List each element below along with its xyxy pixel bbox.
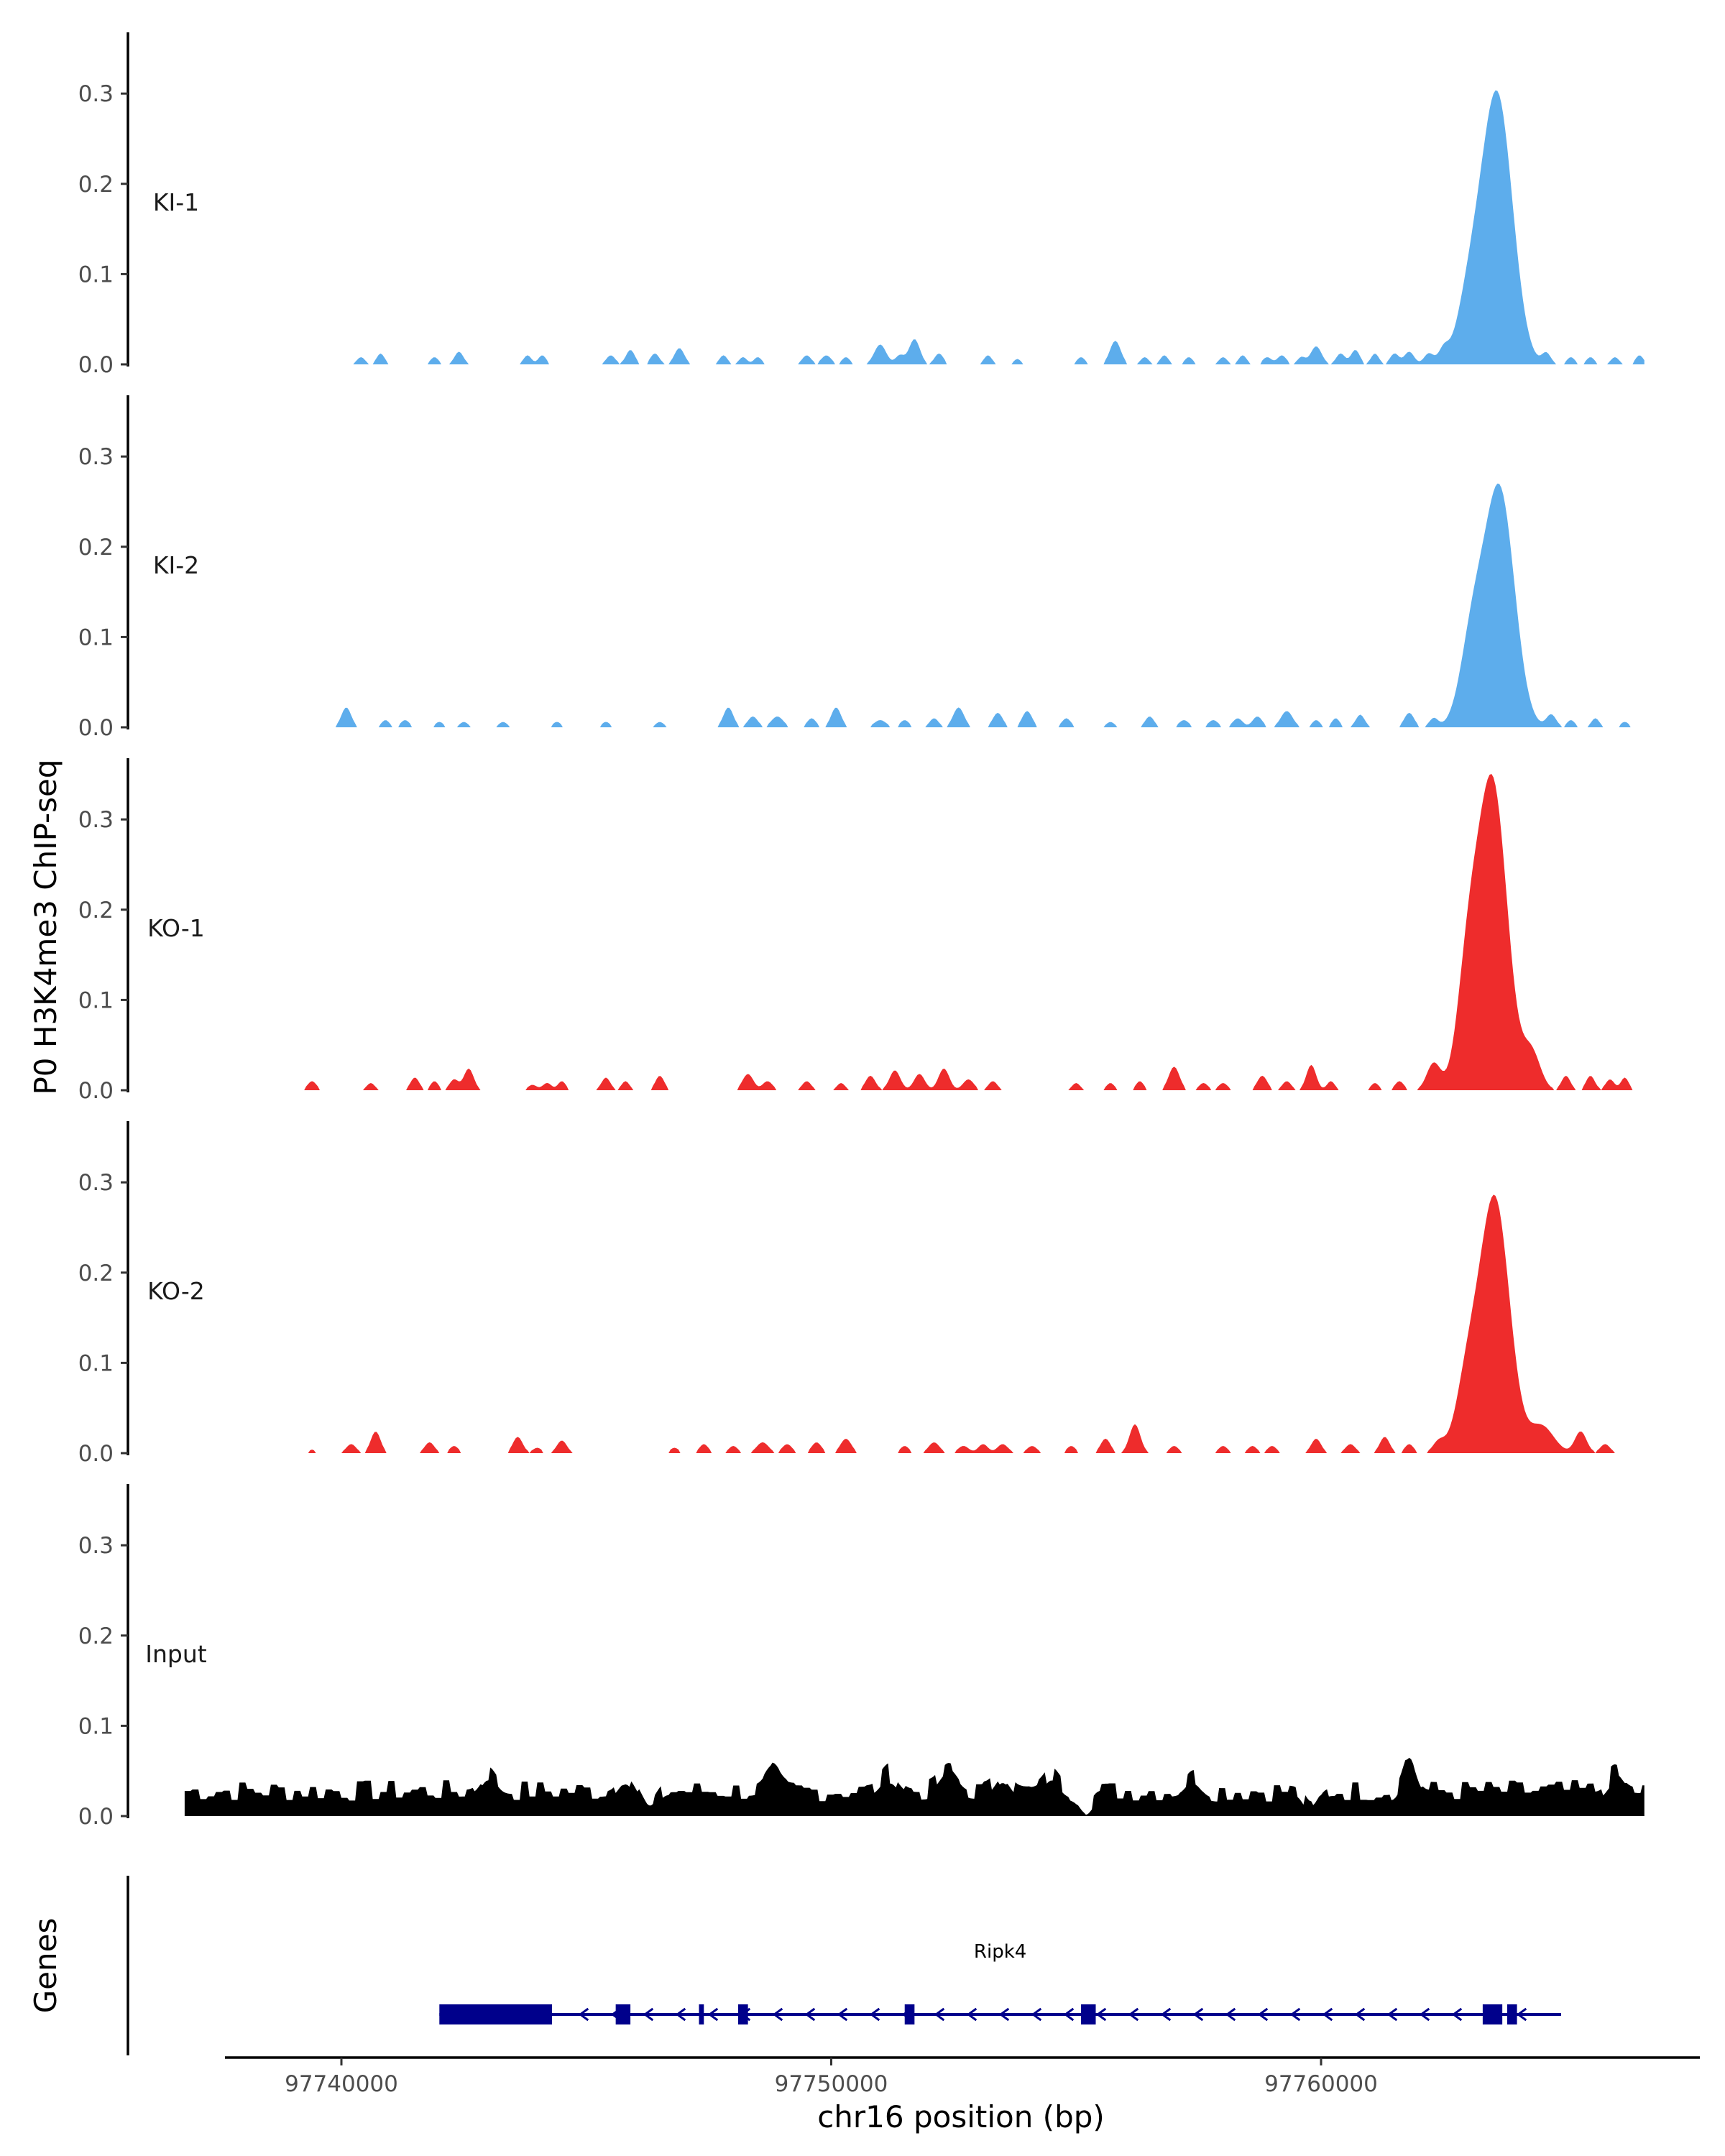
strand-arrow (1354, 2007, 1366, 2022)
track-ko-1: 0.0 0.1 0.2 0.3 KO-1 (78, 758, 1644, 1104)
gene-exon (1506, 2004, 1517, 2024)
y-tick-label: 0.0 (78, 352, 114, 378)
track-label: KO-2 (147, 1277, 205, 1305)
x-tick-label: 97750000 (775, 2071, 888, 2097)
genes-layer: Ripk4 97740000 97750000 97760000 (126, 1876, 1700, 2097)
y-tick-label: 0.2 (78, 172, 114, 198)
gene-exon (738, 2004, 748, 2024)
gene-exon (1482, 2004, 1503, 2024)
strand-arrow (1451, 2007, 1463, 2022)
gene-exon (615, 2004, 631, 2024)
track-label: KI-2 (153, 551, 199, 579)
gene-name-label: Ripk4 (974, 1941, 1026, 1963)
strand-arrow (1095, 2007, 1107, 2022)
strand-arrow (1516, 2007, 1527, 2022)
y-tick-label: 0.2 (78, 535, 114, 561)
gene-exon (1081, 2004, 1096, 2024)
genes-axis-title: Genes (28, 1918, 63, 2014)
track-ki-1: 0.0 0.1 0.2 0.3 KI-1 (78, 32, 1644, 378)
strand-arrow (1225, 2007, 1236, 2022)
track-ko-2: 0.0 0.1 0.2 0.3 KO-2 (78, 1121, 1644, 1467)
strand-arrow (578, 2007, 589, 2022)
y-tick-label: 0.1 (78, 262, 114, 287)
tracks-layer: 0.00.10.20.3KI-10.00.10.20.3KI-20.00.10.… (78, 32, 1644, 1830)
y-tick-label: 0.1 (78, 625, 114, 650)
track-input: 0.0 0.1 0.2 0.3 Input (78, 1484, 1644, 1830)
y-tick-label: 0.3 (78, 1533, 114, 1559)
strand-arrow (1289, 2007, 1301, 2022)
strand-arrow (1322, 2007, 1333, 2022)
track-label: Input (145, 1640, 207, 1668)
gene-exon (904, 2004, 915, 2024)
signal-area (184, 483, 1644, 727)
y-tick-label: 0.3 (78, 1170, 114, 1196)
y-tick-label: 0.3 (78, 81, 114, 107)
strand-arrow (837, 2007, 848, 2022)
track-ki-2: 0.0 0.1 0.2 0.3 KI-2 (78, 395, 1644, 741)
gene-exon (439, 2004, 553, 2024)
y-tick-label: 0.0 (78, 1804, 114, 1830)
strand-arrow (869, 2007, 880, 2022)
strand-arrow (998, 2007, 1010, 2022)
x-tick-label: 97760000 (1264, 2071, 1378, 2097)
track-label: KO-1 (147, 914, 205, 942)
y-tick-label: 0.2 (78, 1261, 114, 1286)
y-axis-title: P0 H3K4me3 ChIP-seq (28, 759, 63, 1095)
y-tick-label: 0.0 (78, 1441, 114, 1467)
y-tick-label: 0.0 (78, 715, 114, 741)
signal-area (184, 1757, 1644, 1816)
strand-arrow (1192, 2007, 1204, 2022)
signal-area (184, 1194, 1644, 1453)
y-tick-label: 0.2 (78, 898, 114, 923)
strand-arrow (772, 2007, 783, 2022)
strand-arrow (643, 2007, 654, 2022)
strand-arrow (1031, 2007, 1042, 2022)
strand-arrow (1386, 2007, 1398, 2022)
strand-arrow (966, 2007, 978, 2022)
y-tick-label: 0.1 (78, 1713, 114, 1739)
y-tick-label: 0.2 (78, 1623, 114, 1649)
strand-arrow (1128, 2007, 1139, 2022)
strand-arrow (934, 2007, 945, 2022)
y-tick-label: 0.0 (78, 1078, 114, 1104)
gene-exon (699, 2004, 704, 2024)
y-tick-label: 0.1 (78, 1350, 114, 1376)
strand-arrow (804, 2007, 816, 2022)
y-tick-label: 0.3 (78, 444, 114, 470)
x-tick-label: 97740000 (285, 2071, 398, 2097)
strand-arrow (1257, 2007, 1269, 2022)
y-tick-label: 0.1 (78, 987, 114, 1013)
track-label: KI-1 (153, 188, 199, 216)
signal-area (184, 774, 1644, 1090)
strand-arrow (707, 2007, 719, 2022)
signal-area (184, 90, 1644, 365)
y-tick-label: 0.3 (78, 807, 114, 833)
strand-arrow (1419, 2007, 1430, 2022)
x-axis-title: chr16 position (bp) (817, 2099, 1105, 2134)
strand-arrow (1160, 2007, 1172, 2022)
strand-arrow (675, 2007, 686, 2022)
strand-arrow (1063, 2007, 1075, 2022)
